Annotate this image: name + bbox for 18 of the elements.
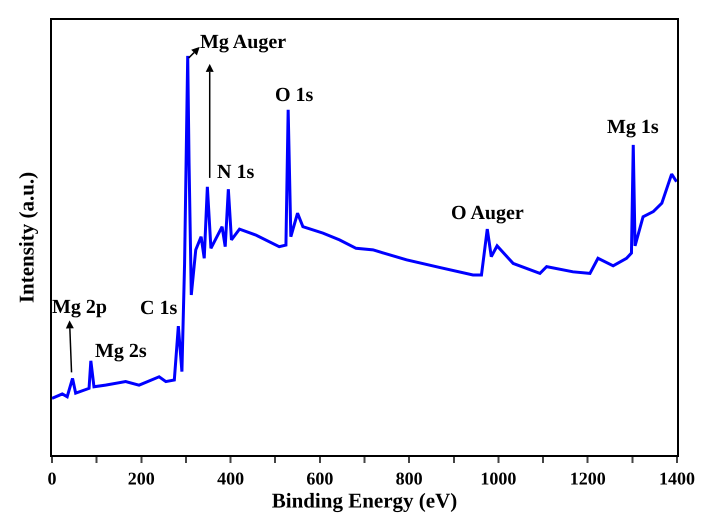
- x-tick-label: 1400: [659, 468, 695, 489]
- annotation: Mg 2s: [95, 340, 147, 362]
- annotation: Mg 2p: [52, 296, 107, 318]
- annotation: C 1s: [140, 297, 178, 319]
- x-tick-label: 1000: [480, 468, 516, 489]
- x-tick-label: 600: [306, 468, 334, 489]
- x-tick-label: 400: [217, 468, 244, 489]
- annotation: Mg Auger: [200, 31, 286, 53]
- x-tick-label: 800: [396, 468, 423, 489]
- annotation: O 1s: [275, 84, 314, 106]
- annotation: Mg 1s: [607, 116, 659, 138]
- x-tick-label: 200: [128, 468, 155, 489]
- x-tick-label: 1200: [570, 468, 606, 489]
- x-axis-title: Binding Energy (eV): [272, 488, 458, 513]
- y-axis-title: Intensity (a.u.): [14, 172, 39, 304]
- annotation: O Auger: [451, 202, 524, 224]
- x-tick-label: 0: [48, 468, 56, 489]
- annotation: N 1s: [217, 161, 254, 183]
